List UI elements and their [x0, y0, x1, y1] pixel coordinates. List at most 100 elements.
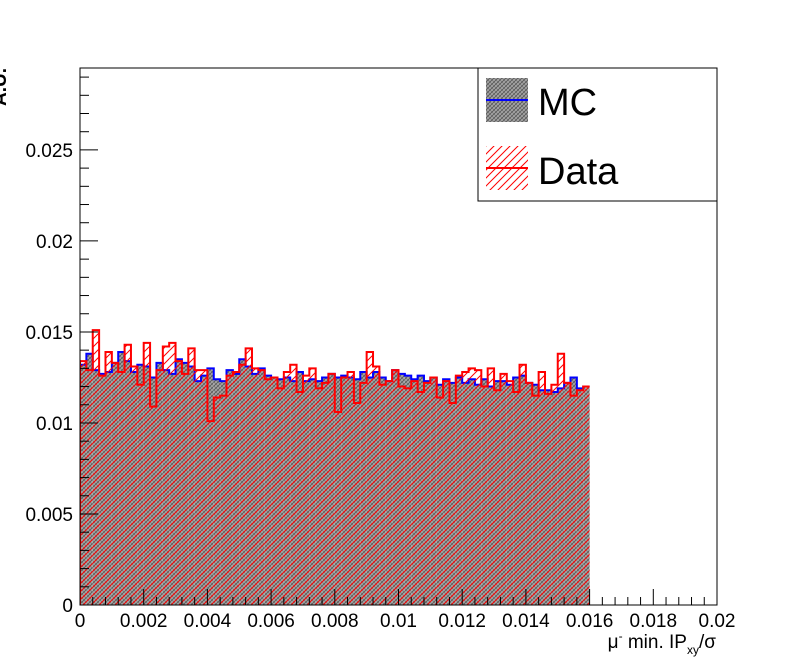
data-bin — [99, 375, 106, 605]
data-bin — [417, 392, 424, 605]
x-tick-label: 0.01 — [380, 611, 417, 632]
data-bin — [430, 377, 437, 605]
data-bin — [557, 353, 565, 605]
y-tick-label: 0.02 — [36, 232, 73, 253]
data-bin — [494, 390, 501, 605]
data-bin — [309, 368, 316, 605]
data-bin — [443, 381, 450, 605]
data-bin — [404, 388, 412, 605]
data-bin — [92, 330, 100, 605]
data-bin — [519, 364, 526, 605]
data-bin — [366, 351, 374, 605]
data-bin — [137, 384, 144, 605]
x-tick-label: 0.02 — [699, 611, 736, 632]
data-bin — [583, 386, 590, 605]
data-bin — [322, 382, 329, 605]
x-tick-label: 0.018 — [630, 611, 678, 632]
data-bin — [124, 344, 131, 605]
data-bin — [315, 388, 323, 605]
y-tick-label: 0 — [62, 596, 73, 617]
data-bin — [525, 382, 533, 605]
data-bin — [462, 371, 469, 605]
data-bin — [283, 371, 291, 605]
data-bin — [264, 379, 272, 605]
data-bin — [213, 397, 221, 605]
data-bin — [481, 386, 488, 605]
data-bin — [538, 371, 546, 605]
data-bin — [379, 384, 386, 605]
y-tick-label: 0.01 — [36, 414, 73, 435]
data-bin — [411, 381, 418, 605]
data-bin — [570, 395, 577, 605]
y-tick-label: 0.005 — [25, 505, 73, 526]
data-bin — [156, 370, 163, 605]
data-bin — [449, 402, 456, 605]
legend-entry-mc: MC — [486, 78, 597, 124]
data-bin — [86, 370, 93, 605]
data-bin — [188, 348, 195, 605]
data-bin — [487, 368, 495, 605]
data-bin — [245, 348, 252, 605]
data-bin — [271, 377, 278, 605]
data-bin — [150, 406, 157, 605]
data-bin — [564, 382, 571, 605]
data-bin — [347, 371, 354, 605]
data-bin — [398, 386, 405, 605]
data-bin — [360, 382, 367, 605]
legend-label-data: Data — [538, 151, 619, 193]
legend-label-mc: MC — [538, 82, 597, 124]
data-bin — [226, 375, 233, 605]
data-bin — [532, 395, 539, 605]
data-bin — [220, 395, 227, 605]
data-bin — [334, 412, 342, 605]
data-bin — [576, 390, 584, 605]
data-bin — [105, 351, 112, 605]
x-tick-label: 0.002 — [120, 611, 168, 632]
data-bin — [239, 364, 246, 605]
data-bin — [506, 381, 514, 605]
data-bin — [143, 342, 151, 605]
data-bin — [162, 346, 170, 605]
data-bin — [468, 368, 475, 605]
data-bin — [455, 375, 463, 605]
data-bin — [169, 342, 176, 605]
data-bin — [513, 392, 520, 605]
data-bin — [111, 362, 119, 605]
data-histogram — [80, 329, 590, 605]
data-bin — [373, 366, 380, 605]
data-bin — [201, 370, 208, 605]
x-tick-label: 0 — [75, 611, 86, 632]
data-outline — [80, 329, 590, 605]
legend-entry-data: Data — [486, 146, 619, 193]
x-axis: 0 0.002 0.004 0.006 0.008 0.01 0.012 0.014 0.016… — [75, 589, 736, 632]
data-bin — [385, 381, 393, 605]
x-tick-label: 0.008 — [311, 611, 359, 632]
data-bin — [500, 373, 507, 605]
legend: MC Data — [477, 67, 718, 202]
x-tick-label: 0.012 — [438, 611, 486, 632]
y-axis: 0 0.005 0.01 0.015 0.02 0.025 — [25, 76, 98, 617]
data-bin — [296, 392, 303, 605]
data-bin — [551, 384, 558, 605]
y-tick-label: 0.015 — [25, 323, 73, 344]
data-bin — [277, 388, 284, 605]
data-bin — [353, 402, 361, 605]
data-bin — [130, 366, 138, 605]
data-bin — [194, 370, 202, 605]
x-tick-label: 0.006 — [247, 611, 295, 632]
data-bin — [423, 382, 431, 605]
data-bin — [341, 377, 348, 605]
data-bin — [474, 370, 482, 605]
x-tick-label: 0.004 — [184, 611, 232, 632]
data-bin — [436, 397, 444, 605]
data-bin — [80, 361, 87, 605]
x-axis-title: μ- min. IPxy/σ — [608, 629, 717, 657]
y-tick-label: 0.025 — [25, 141, 73, 162]
data-bin — [181, 373, 189, 605]
data-bin — [118, 371, 125, 605]
data-bin — [392, 370, 399, 605]
data-bin — [258, 370, 265, 605]
data-bin — [207, 421, 214, 605]
data-bin — [175, 361, 182, 605]
